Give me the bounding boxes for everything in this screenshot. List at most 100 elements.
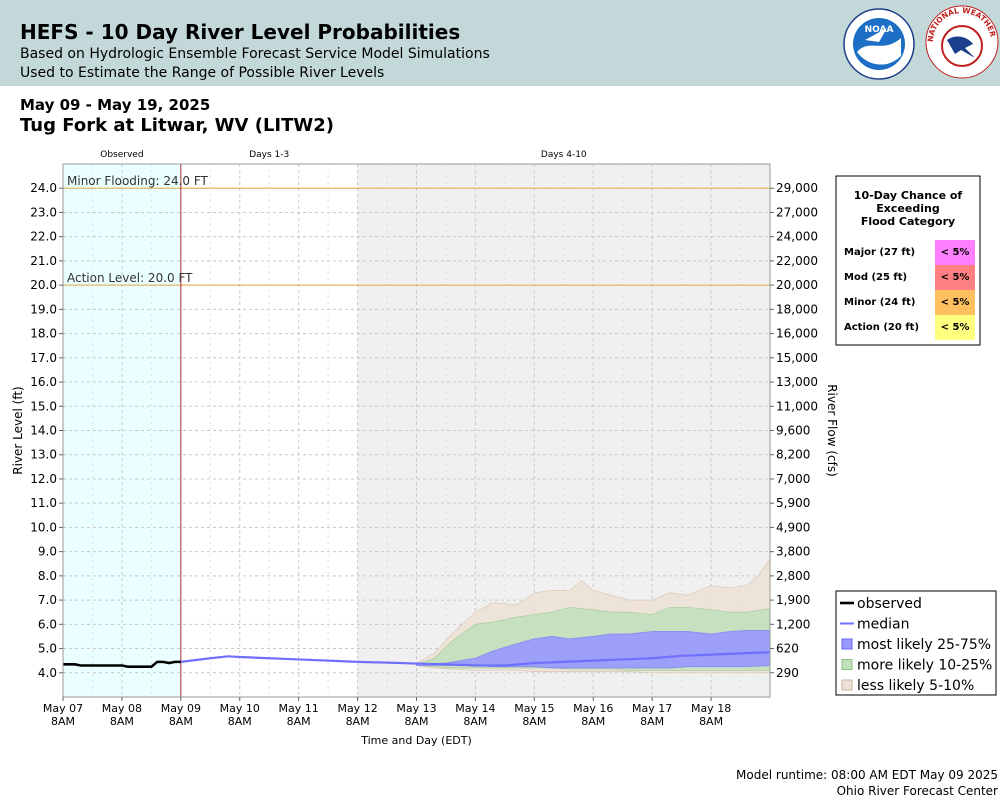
period-label: Observed — [100, 150, 143, 160]
flood-category-label: Major (27 ft) — [844, 247, 915, 258]
x-tick-time-label: 8AM — [228, 715, 252, 728]
flood-category-swatch — [935, 265, 975, 290]
legend-swatch — [841, 679, 853, 691]
flood-category-label: Action (20 ft) — [844, 322, 919, 333]
flood-category-value: < 5% — [941, 322, 970, 333]
y-tick-label: 15.0 — [30, 399, 57, 413]
y-tick-label: 13.0 — [30, 448, 57, 462]
x-tick-label: May 17 — [632, 702, 672, 715]
y-tick-label: 7.0 — [38, 593, 57, 607]
flow-tick-label: 29,000 — [776, 181, 818, 195]
x-tick-time-label: 8AM — [110, 715, 134, 728]
flow-tick-label: 9,600 — [776, 424, 810, 438]
x-tick-label: May 16 — [573, 702, 613, 715]
y-tick-label: 18.0 — [30, 327, 57, 341]
y-tick-label: 8.0 — [38, 569, 57, 583]
flow-tick-label: 5,900 — [776, 496, 810, 510]
y-tick-label: 12.0 — [30, 472, 57, 486]
y-tick-label: 16.0 — [30, 375, 57, 389]
x-tick-label: May 09 — [161, 702, 201, 715]
legend-box — [835, 590, 997, 696]
x-tick-time-label: 8AM — [699, 715, 723, 728]
noaa-logo-icon: NOAA — [843, 8, 915, 80]
median-line — [180, 651, 771, 667]
y-tick-label: 10.0 — [30, 520, 57, 534]
flood-category-swatch — [935, 290, 975, 315]
y-tick-label: 4.0 — [38, 666, 57, 680]
y-tick-label: 24.0 — [30, 181, 57, 195]
y-tick-label: 11.0 — [30, 496, 57, 510]
flood-category-label: Mod (25 ft) — [844, 272, 907, 283]
flow-tick-label: 11,000 — [776, 399, 818, 413]
y-tick-label: 6.0 — [38, 617, 57, 631]
flow-tick-label: 8,200 — [776, 448, 810, 462]
y-tick-label: 20.0 — [30, 278, 57, 292]
model-runtime: Model runtime: 08:00 AM EDT May 09 2025 — [736, 768, 998, 782]
flow-tick-label: 620 — [776, 642, 799, 656]
minor-flood-label: Minor Flooding: 24.0 FT — [67, 174, 209, 188]
flow-tick-label: 1,900 — [776, 593, 810, 607]
y-tick-label: 17.0 — [30, 351, 57, 365]
y-axis-right-title: River Flow (cfs) — [825, 384, 839, 477]
x-tick-time-label: 8AM — [287, 715, 311, 728]
y-tick-label: 19.0 — [30, 302, 57, 316]
flow-tick-label: 290 — [776, 666, 799, 680]
x-tick-label: May 07 — [43, 702, 83, 715]
period-label: Days 4-10 — [541, 150, 587, 160]
legend-label: median — [857, 617, 909, 633]
header-banner: HEFS - 10 Day River Level Probabilities … — [0, 0, 1000, 86]
flow-tick-label: 7,000 — [776, 472, 810, 486]
flow-tick-label: 1,200 — [776, 617, 810, 631]
x-tick-label: May 10 — [220, 702, 260, 715]
x-tick-time-label: 8AM — [463, 715, 487, 728]
flow-tick-label: 3,800 — [776, 545, 810, 559]
legend-label: less likely 5-10% — [857, 678, 974, 694]
flow-tick-label: 20,000 — [776, 278, 818, 292]
flow-tick-label: 4,900 — [776, 520, 810, 534]
page-subtitle-2: Used to Estimate the Range of Possible R… — [20, 65, 385, 81]
flood-category-value: < 5% — [941, 297, 970, 308]
flow-tick-label: 27,000 — [776, 205, 818, 219]
x-tick-time-label: 8AM — [404, 715, 428, 728]
x-tick-time-label: 8AM — [51, 715, 75, 728]
x-tick-time-label: 8AM — [346, 715, 370, 728]
legend-swatch — [841, 659, 853, 670]
flood-chance-title: Flood Category — [861, 215, 955, 228]
y-tick-label: 9.0 — [38, 545, 57, 559]
x-tick-label: May 15 — [514, 702, 554, 715]
legend-label: more likely 10-25% — [857, 658, 992, 674]
y-tick-label: 22.0 — [30, 230, 57, 244]
x-tick-label: May 18 — [691, 702, 731, 715]
page-title: HEFS - 10 Day River Level Probabilities — [20, 20, 461, 44]
flow-tick-label: 13,000 — [776, 375, 818, 389]
flood-category-swatch — [935, 315, 975, 340]
x-axis-title: Time and Day (EDT) — [360, 734, 472, 747]
y-tick-label: 14.0 — [30, 424, 57, 438]
flood-category-swatch — [935, 240, 975, 265]
flow-tick-label: 16,000 — [776, 327, 818, 341]
flood-category-label: Minor (24 ft) — [844, 297, 915, 308]
x-tick-label: May 14 — [455, 702, 495, 715]
legend-swatch — [841, 638, 853, 650]
legend-label: observed — [857, 596, 922, 612]
flood-category-value: < 5% — [941, 272, 970, 283]
station-name: Tug Fork at Litwar, WV (LITW2) — [20, 115, 335, 136]
action-level-label: Action Level: 20.0 FT — [67, 271, 193, 285]
x-tick-label: May 11 — [279, 702, 319, 715]
period-label: Days 1-3 — [249, 150, 289, 160]
flow-tick-label: 24,000 — [776, 230, 818, 244]
x-tick-label: May 12 — [337, 702, 377, 715]
nws-logo-icon: NATIONAL WEATHER SERVICE — [925, 4, 999, 79]
y-tick-label: 5.0 — [38, 642, 57, 656]
x-tick-time-label: 8AM — [169, 715, 193, 728]
date-range: May 09 - May 19, 2025 — [20, 96, 211, 114]
x-tick-time-label: 8AM — [581, 715, 605, 728]
flow-tick-label: 18,000 — [776, 302, 818, 316]
flow-tick-label: 2,800 — [776, 569, 810, 583]
x-tick-time-label: 8AM — [522, 715, 546, 728]
y-axis-title: River Level (ft) — [11, 386, 25, 474]
x-tick-label: May 08 — [102, 702, 142, 715]
forecast-center: Ohio River Forecast Center — [836, 784, 998, 798]
legend-label: most likely 25-75% — [857, 637, 991, 653]
hydrograph-chart: Observed Days 1-3 Days 4-10 Minor Flooding:… — [11, 150, 997, 747]
